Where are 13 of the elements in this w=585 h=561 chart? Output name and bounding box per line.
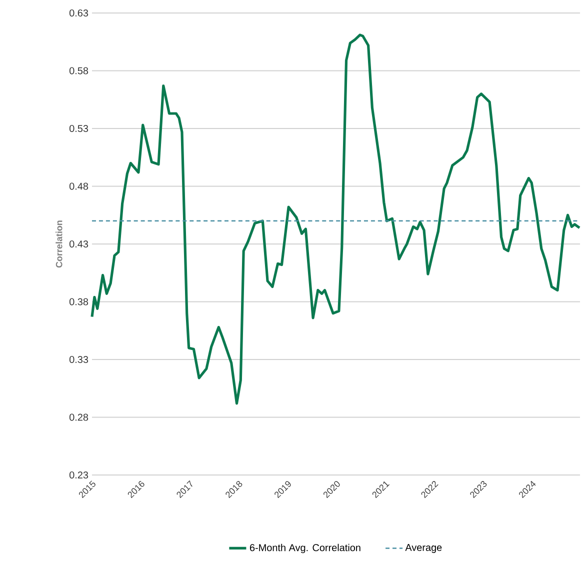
y-tick-label: 0.33: [69, 356, 88, 364]
y-tick-label: 0.43: [69, 240, 88, 248]
y-tick-label: 0.28: [69, 414, 88, 421]
legend-label: Average: [405, 544, 442, 553]
y-tick-label: 0.58: [69, 67, 88, 74]
y-tick-label: 0.63: [69, 9, 88, 17]
y-tick-label: 0.38: [69, 298, 88, 306]
y-axis-title: Correlation: [56, 220, 62, 268]
legend-label: 6-Month Avg. Correlation: [250, 544, 360, 554]
y-tick-label: 0.48: [69, 182, 88, 190]
y-tick-label: 0.53: [69, 124, 88, 132]
line-series: [90, 34, 581, 405]
y-tick-label: 0.23: [69, 471, 88, 479]
